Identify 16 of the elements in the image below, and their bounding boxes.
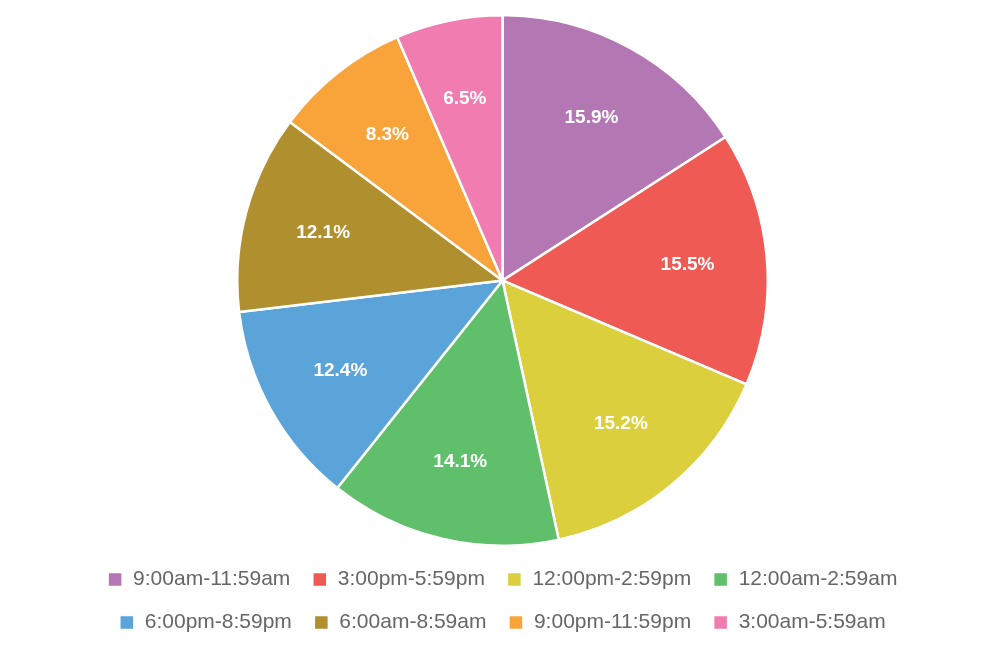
legend-label: 12:00pm-2:59pm — [532, 566, 692, 590]
data-label: 14.1% — [433, 449, 488, 471]
legend-label: 3:00am-5:59am — [738, 609, 886, 633]
data-label: 8.3% — [365, 123, 410, 145]
data-label: 12.1% — [296, 220, 351, 242]
legend-label: 6:00pm-8:59pm — [144, 609, 292, 633]
data-label: 15.5% — [660, 253, 715, 274]
legend-label: 3:00pm-5:59pm — [337, 566, 485, 590]
legend-label: 9:00pm-11:59pm — [533, 609, 692, 633]
legend-label: 6:00am-8:59am — [339, 609, 487, 633]
data-label: 15.2% — [593, 411, 648, 433]
data-label: 12.4% — [313, 359, 368, 381]
data-label: 6.5% — [443, 86, 487, 108]
legend-label: 12:00am-2:59am — [738, 566, 898, 590]
legend-label: 9:00am-11:59am — [133, 566, 291, 590]
data-label: 15.9% — [564, 105, 619, 127]
